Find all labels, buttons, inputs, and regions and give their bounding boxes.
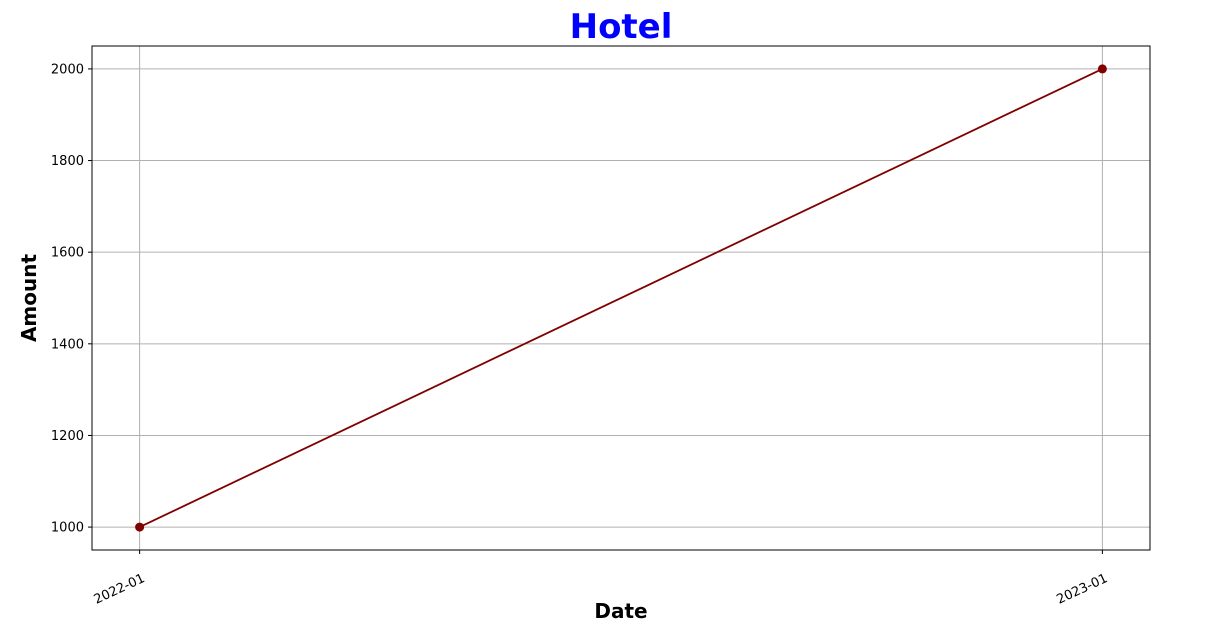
series-line bbox=[139, 68, 1103, 528]
y-axis-label: Amount bbox=[17, 254, 41, 343]
x-tick-label: 2023-01 bbox=[1055, 571, 1111, 608]
x-tick-label: 2022-01 bbox=[92, 571, 148, 608]
y-tick-label: 1800 bbox=[51, 154, 84, 169]
plot-frame bbox=[91, 45, 1151, 551]
y-tick-label: 1000 bbox=[51, 521, 84, 536]
y-tick-label: 1400 bbox=[51, 337, 84, 352]
y-tick-label: 1600 bbox=[51, 246, 84, 261]
y-tick-label: 1200 bbox=[51, 429, 84, 444]
data-point bbox=[1097, 64, 1107, 74]
data-point bbox=[135, 522, 145, 532]
chart-title: Hotel bbox=[570, 7, 673, 47]
x-axis-label: Date bbox=[594, 599, 647, 622]
grid bbox=[92, 46, 1150, 550]
series-area bbox=[135, 64, 1107, 532]
y-axis-ticks: 1000 1200 1400 1600 1800 2000 bbox=[51, 62, 92, 536]
y-tick-label: 2000 bbox=[51, 62, 84, 77]
